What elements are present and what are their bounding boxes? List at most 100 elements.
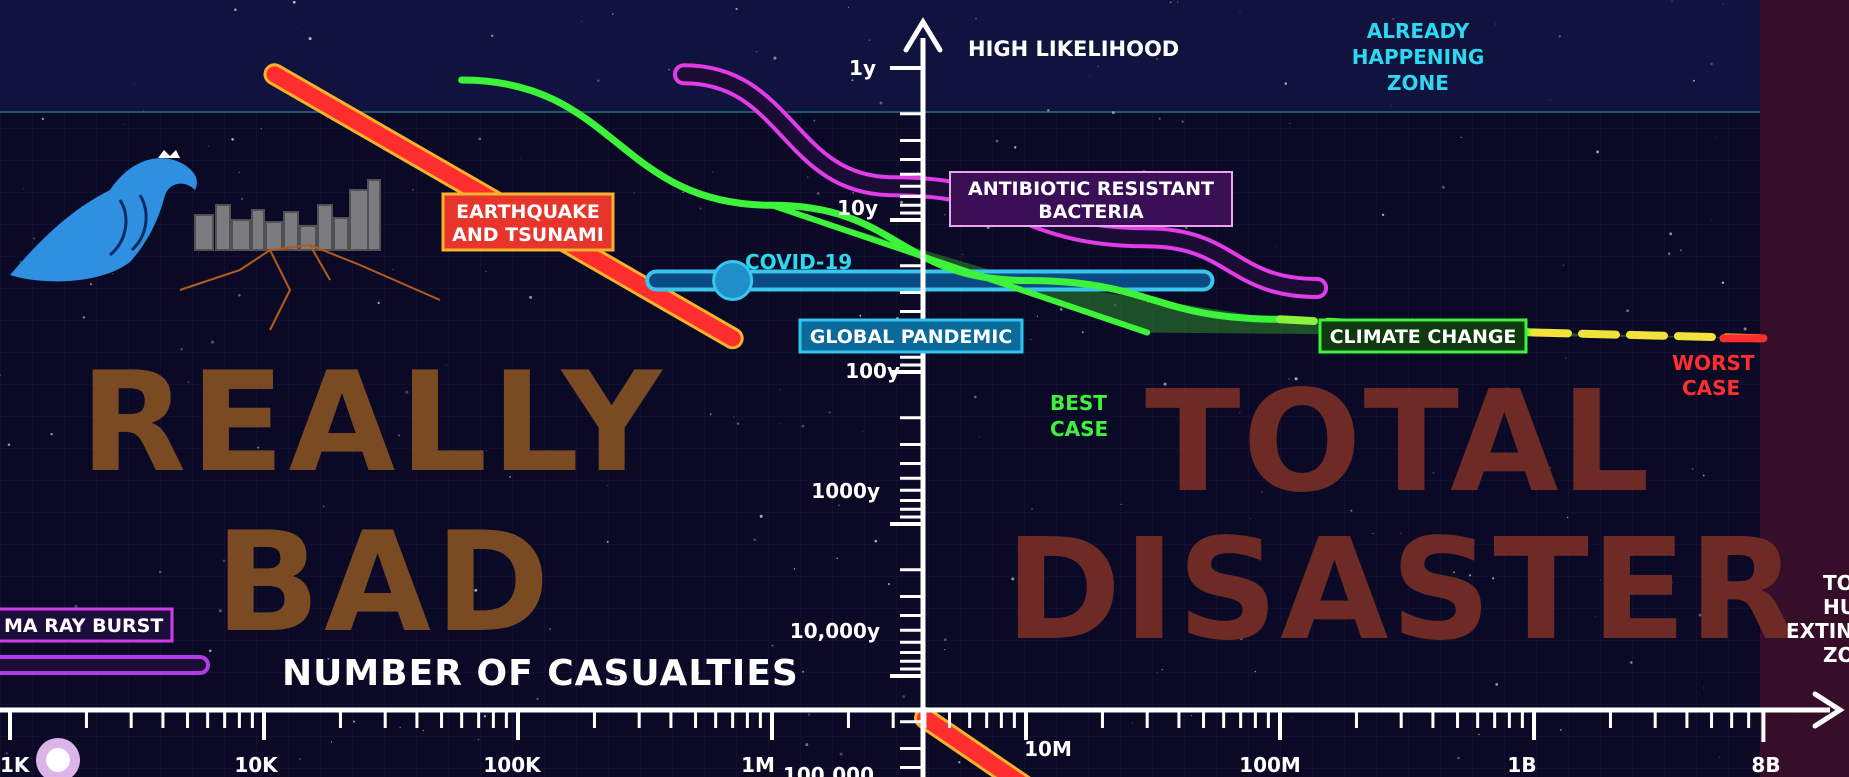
- star: [82, 316, 86, 319]
- star: [975, 17, 977, 20]
- earthquake-crack-icon: [179, 243, 441, 331]
- star: [1573, 437, 1575, 439]
- star: [1692, 79, 1695, 82]
- extinction-zone-label: ZO: [1823, 643, 1849, 667]
- x-axis: [0, 691, 1845, 729]
- star: [299, 758, 301, 760]
- star: [816, 192, 820, 195]
- star: [257, 446, 260, 449]
- gamma-burst-orb-core: [46, 748, 70, 772]
- star: [1492, 577, 1495, 580]
- star: [837, 504, 840, 507]
- star: [668, 68, 671, 71]
- star: [1350, 509, 1353, 512]
- star: [887, 583, 890, 586]
- star: [606, 540, 609, 543]
- star: [135, 677, 137, 679]
- star: [793, 568, 796, 570]
- star: [1710, 219, 1712, 221]
- climate-change-label: CLIMATE CHANGE: [1318, 318, 1528, 354]
- already-happening-label: ZONE: [1387, 71, 1449, 95]
- star: [1468, 574, 1472, 577]
- x-tick-label: 10K: [234, 753, 279, 777]
- star: [1194, 554, 1198, 558]
- star: [1239, 10, 1241, 12]
- star: [234, 556, 237, 559]
- star: [839, 630, 843, 633]
- star: [1560, 729, 1562, 731]
- already-happening-label: ALREADY: [1367, 19, 1470, 43]
- x-tick-label: 8B: [1751, 753, 1780, 777]
- star: [1081, 331, 1084, 334]
- best-case-label: CASE: [1050, 417, 1108, 441]
- star: [208, 649, 212, 653]
- star: [23, 188, 25, 190]
- star: [801, 670, 805, 673]
- star: [422, 417, 425, 420]
- star: [606, 485, 608, 486]
- disaster-word: DISASTER: [1005, 509, 1798, 672]
- star: [298, 611, 301, 614]
- star: [124, 170, 126, 172]
- star: [1549, 99, 1551, 100]
- star: [5, 752, 8, 755]
- star: [581, 20, 583, 22]
- star: [399, 726, 401, 729]
- star: [1381, 213, 1385, 217]
- star: [1558, 35, 1561, 38]
- star: [477, 738, 480, 741]
- star: [1549, 467, 1551, 469]
- star: [862, 431, 864, 433]
- star: [1599, 579, 1601, 581]
- star: [1412, 316, 1414, 318]
- star: [133, 83, 135, 85]
- star: [112, 273, 114, 275]
- star: [1294, 377, 1298, 381]
- star: [405, 390, 409, 394]
- star: [1291, 717, 1292, 718]
- star: [943, 638, 947, 642]
- star: [1422, 567, 1426, 571]
- star: [519, 157, 521, 159]
- star: [90, 283, 92, 286]
- star: [1517, 437, 1519, 440]
- star: [0, 374, 2, 376]
- star: [1011, 577, 1015, 581]
- star: [377, 301, 380, 305]
- star: [1680, 249, 1682, 252]
- star: [1460, 136, 1462, 139]
- star: [614, 676, 618, 680]
- star: [474, 588, 478, 592]
- star: [1059, 308, 1063, 311]
- star: [1400, 532, 1402, 534]
- star: [1275, 246, 1277, 247]
- star: [548, 628, 551, 630]
- covid-marker: [712, 259, 754, 301]
- star: [1047, 109, 1050, 112]
- really-word: REALLY: [80, 342, 666, 503]
- star: [756, 51, 758, 53]
- star: [958, 761, 961, 764]
- best-case-label: BEST: [1050, 391, 1107, 415]
- star: [879, 101, 883, 105]
- star: [1688, 395, 1690, 397]
- star: [143, 110, 145, 112]
- star: [1372, 533, 1374, 535]
- star: [536, 697, 539, 700]
- star: [1722, 3, 1724, 5]
- star: [469, 736, 470, 737]
- star: [1090, 76, 1091, 78]
- star: [218, 609, 222, 613]
- y-tick-label: 10y: [837, 196, 878, 220]
- star: [1046, 544, 1050, 547]
- star: [1156, 672, 1158, 674]
- star: [231, 137, 234, 141]
- star: [392, 269, 394, 271]
- star: [1254, 670, 1257, 673]
- star: [868, 39, 871, 41]
- star: [1671, 581, 1673, 583]
- star: [1169, 1, 1172, 4]
- star: [790, 664, 793, 667]
- star: [50, 432, 53, 436]
